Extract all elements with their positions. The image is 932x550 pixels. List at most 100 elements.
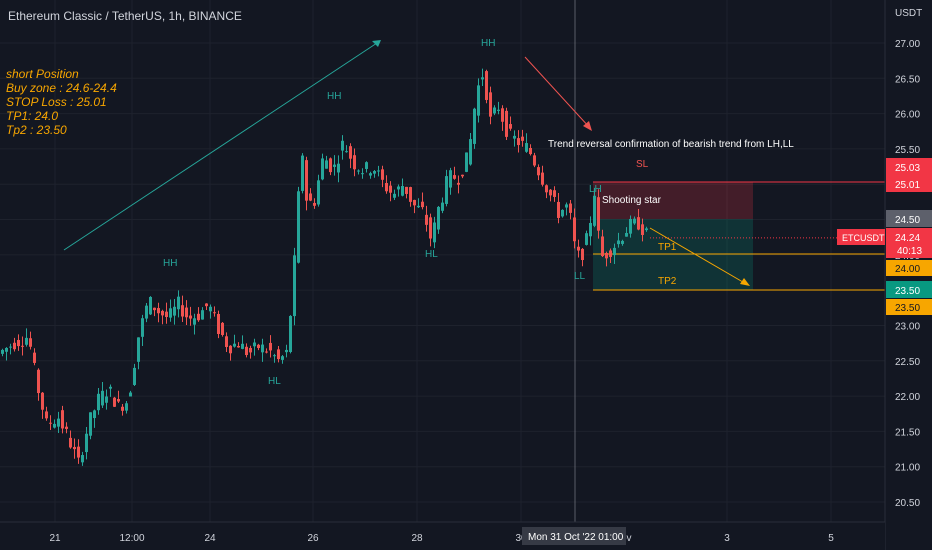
- candle-body: [41, 392, 44, 410]
- symbol-tag: [837, 229, 885, 245]
- candle-body: [149, 296, 152, 315]
- candle-body: [465, 152, 468, 172]
- candle-body: [633, 218, 636, 224]
- candle-body: [525, 143, 528, 152]
- tp2-tag-green: [886, 281, 932, 298]
- candle-body: [201, 310, 204, 320]
- candle-body: [57, 418, 60, 427]
- candle-body: [169, 308, 172, 318]
- candle-body: [37, 369, 40, 394]
- time-axis-ticks: 21 12:00 24 26 28 30 3 5: [49, 533, 834, 544]
- candle-body: [161, 310, 164, 316]
- candle-body: [13, 342, 16, 350]
- candle-body: [89, 412, 92, 436]
- lh-label: LH: [589, 184, 602, 195]
- candle-body: [613, 247, 616, 256]
- candle-body: [349, 146, 352, 159]
- candle-body: [381, 169, 384, 180]
- candle-body: [337, 163, 340, 173]
- time-tick-label: 3: [724, 533, 730, 544]
- candle-body: [321, 158, 324, 180]
- entry-tag-text: 24.50: [895, 215, 920, 226]
- note-line: Tp2 : 23.50: [6, 123, 67, 137]
- symbol-tag-text: ETCUSDT: [842, 233, 885, 243]
- candle-body: [21, 345, 24, 347]
- candle-body: [221, 322, 224, 335]
- candle-body: [217, 313, 220, 334]
- candle-body: [69, 437, 72, 448]
- candle-body: [65, 426, 68, 429]
- stop-loss-zone: [593, 182, 753, 219]
- candle-body: [385, 183, 388, 192]
- time-axis-panel[interactable]: [0, 522, 885, 550]
- candle-body: [309, 193, 312, 201]
- candle-body: [517, 138, 520, 146]
- candle-body: [197, 313, 200, 321]
- candle-body: [453, 175, 456, 179]
- candles: [1, 68, 885, 466]
- tp2-tag-orange-text: 23.50: [895, 303, 920, 314]
- candle-body: [141, 318, 144, 337]
- candle-body: [353, 155, 356, 170]
- hl-label: HL: [268, 376, 281, 387]
- candle-body: [401, 186, 404, 196]
- candle-body: [61, 410, 64, 429]
- candle-body: [561, 209, 564, 217]
- candle-body: [93, 410, 96, 419]
- candle-body: [33, 352, 36, 363]
- candle-body: [501, 108, 504, 122]
- tp2-tag-orange: [886, 299, 932, 315]
- candle-body: [85, 433, 88, 453]
- candle-body: [137, 337, 140, 362]
- price-tick-label: 22.50: [895, 357, 920, 368]
- candle-body: [313, 202, 316, 206]
- price-tick-label: 20.50: [895, 498, 920, 509]
- candle-body: [489, 92, 492, 117]
- candle-body: [29, 338, 32, 347]
- candle-body: [389, 185, 392, 193]
- candle-body: [181, 305, 184, 317]
- candle-body: [145, 305, 148, 319]
- candle-body: [521, 136, 524, 141]
- candle-body: [213, 312, 216, 314]
- candle-body: [553, 190, 556, 197]
- candle-body: [289, 315, 292, 352]
- candle-body: [629, 218, 632, 234]
- tp1-tag: [886, 260, 932, 276]
- countdown-text: 40:13: [897, 246, 922, 257]
- candle-body: [545, 185, 548, 193]
- candle-body: [549, 189, 552, 196]
- note-line: Buy zone : 24.6-24.4: [6, 81, 117, 95]
- candle-body: [369, 173, 372, 176]
- candle-body: [345, 151, 348, 153]
- candle-body: [357, 170, 360, 172]
- tp2-tag-green-text: 23.50: [895, 286, 920, 297]
- chart-title: Ethereum Classic / TetherUS, 1h, BINANCE: [8, 9, 242, 23]
- candle-body: [185, 307, 188, 318]
- candle-body: [397, 186, 400, 190]
- time-tick-label: 12:00: [119, 533, 144, 544]
- last-price-tag: [886, 228, 932, 258]
- target-arrow-head: [740, 278, 750, 286]
- candle-body: [165, 311, 168, 318]
- hh-label: HH: [481, 38, 495, 49]
- candle-body: [341, 140, 344, 151]
- candle-body: [445, 176, 448, 204]
- candle-body: [1, 349, 4, 354]
- candle-body: [493, 107, 496, 114]
- candle-body: [5, 347, 8, 352]
- candle-body: [461, 174, 464, 177]
- uptrend-arrow: [63, 40, 381, 251]
- candle-body: [413, 199, 416, 206]
- candle-body: [241, 343, 244, 349]
- candle-body: [557, 201, 560, 218]
- candle-body: [505, 110, 508, 137]
- candle-body: [373, 171, 376, 174]
- grid-lines: [0, 0, 885, 522]
- candle-body: [237, 346, 240, 348]
- price-tick-label: 21.00: [895, 463, 920, 474]
- crosshair-time-text: Mon 31 Oct '22 01:00: [528, 532, 624, 543]
- candle-body: [173, 306, 176, 316]
- note-line: STOP Loss : 25.01: [6, 95, 107, 109]
